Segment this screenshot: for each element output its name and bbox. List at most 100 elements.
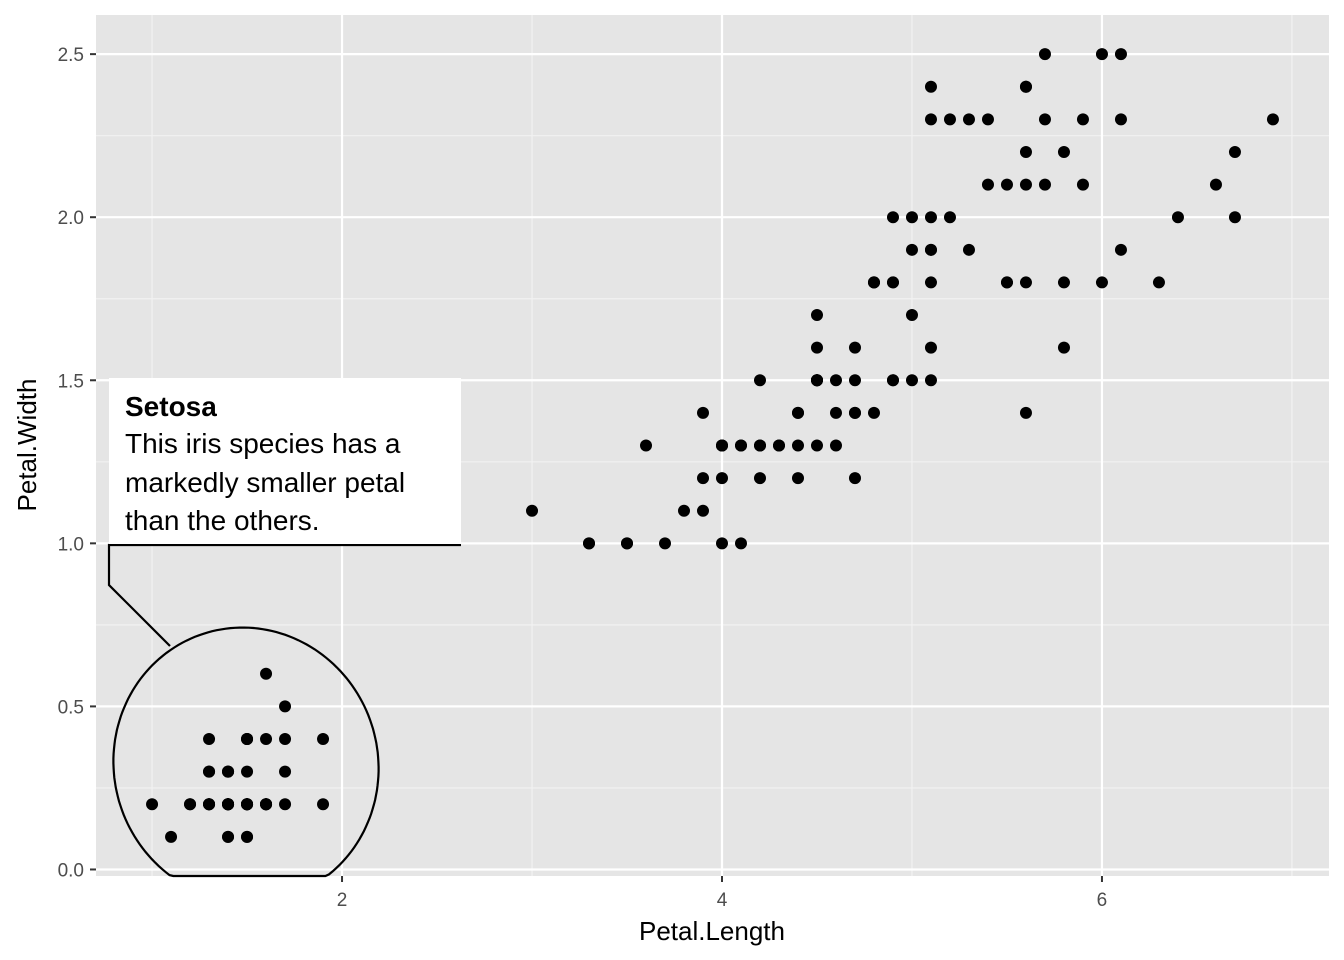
callout-line-2: markedly smaller petal	[125, 467, 405, 498]
data-point	[222, 765, 235, 778]
data-point	[241, 830, 254, 843]
data-point	[1019, 178, 1032, 191]
data-point	[203, 733, 216, 746]
data-point	[753, 439, 766, 452]
data-point	[260, 798, 273, 811]
data-point	[962, 113, 975, 126]
data-point	[1114, 48, 1127, 61]
data-point	[924, 276, 937, 289]
data-point	[1057, 145, 1070, 158]
data-point	[697, 406, 710, 419]
data-point	[260, 733, 273, 746]
data-point	[222, 830, 235, 843]
data-point	[279, 765, 292, 778]
data-point	[1152, 276, 1165, 289]
data-point	[621, 537, 634, 550]
setosa-ellipse	[112, 626, 380, 878]
data-point	[241, 733, 254, 746]
data-point	[1076, 178, 1089, 191]
data-point	[146, 798, 159, 811]
data-point	[279, 700, 292, 713]
callout-title: Setosa	[125, 391, 217, 422]
y-axis: 0.0 0.5 1.0 1.5 2.0 2.5	[58, 45, 96, 881]
data-point	[279, 798, 292, 811]
data-point	[924, 374, 937, 387]
data-point	[715, 439, 728, 452]
data-point	[1057, 276, 1070, 289]
data-point	[886, 276, 899, 289]
data-point	[241, 798, 254, 811]
callout-line-1: This iris species has a	[125, 428, 401, 459]
data-points	[146, 48, 1279, 843]
data-point	[1114, 243, 1127, 256]
data-point	[810, 309, 823, 322]
callout-connector	[107, 543, 461, 647]
data-point	[924, 341, 937, 354]
data-point	[1095, 48, 1108, 61]
data-point	[697, 472, 710, 485]
y-tick-label: 0.5	[58, 697, 84, 718]
data-point	[924, 113, 937, 126]
data-point	[905, 374, 918, 387]
data-point	[829, 439, 842, 452]
data-point	[203, 798, 216, 811]
data-point	[791, 406, 804, 419]
y-axis-title: Petal.Width	[12, 379, 42, 512]
data-point	[317, 798, 330, 811]
data-point	[1171, 211, 1184, 224]
data-point	[734, 537, 747, 550]
data-point	[867, 276, 880, 289]
y-tick-label: 1.0	[58, 534, 84, 555]
data-point	[1019, 80, 1032, 93]
data-point	[1228, 145, 1241, 158]
data-point	[1000, 276, 1013, 289]
data-point	[848, 472, 861, 485]
data-point	[886, 374, 899, 387]
data-point	[1019, 145, 1032, 158]
data-point	[1038, 113, 1051, 126]
data-point	[924, 80, 937, 93]
data-point	[829, 406, 842, 419]
data-point	[203, 765, 216, 778]
data-point	[659, 537, 672, 550]
data-point	[753, 472, 766, 485]
data-point	[1209, 178, 1222, 191]
data-point	[1266, 113, 1279, 126]
data-point	[1228, 211, 1241, 224]
data-point	[962, 243, 975, 256]
data-point	[810, 439, 823, 452]
data-point	[848, 341, 861, 354]
data-point	[829, 374, 842, 387]
data-point	[848, 406, 861, 419]
data-point	[734, 439, 747, 452]
data-point	[1019, 276, 1032, 289]
data-point	[1057, 341, 1070, 354]
data-point	[678, 504, 691, 517]
callout-box	[109, 378, 461, 544]
data-point	[924, 211, 937, 224]
data-point	[697, 504, 710, 517]
y-tick-label: 2.5	[58, 45, 84, 66]
data-point	[905, 243, 918, 256]
data-point	[791, 439, 804, 452]
x-axis-title: Petal.Length	[639, 916, 785, 946]
data-point	[981, 178, 994, 191]
data-point	[640, 439, 653, 452]
data-point	[848, 374, 861, 387]
data-point	[981, 113, 994, 126]
y-tick-label: 2.0	[58, 208, 84, 229]
data-point	[791, 472, 804, 485]
data-point	[184, 798, 197, 811]
y-tick-label: 0.0	[58, 860, 84, 881]
data-point	[886, 211, 899, 224]
data-point	[924, 243, 937, 256]
data-point	[317, 733, 330, 746]
data-point	[1076, 113, 1089, 126]
data-point	[1114, 113, 1127, 126]
data-point	[165, 830, 178, 843]
x-tick-label: 6	[1097, 890, 1108, 911]
data-point	[1095, 276, 1108, 289]
data-point	[943, 211, 956, 224]
grid-minor	[96, 15, 1329, 876]
